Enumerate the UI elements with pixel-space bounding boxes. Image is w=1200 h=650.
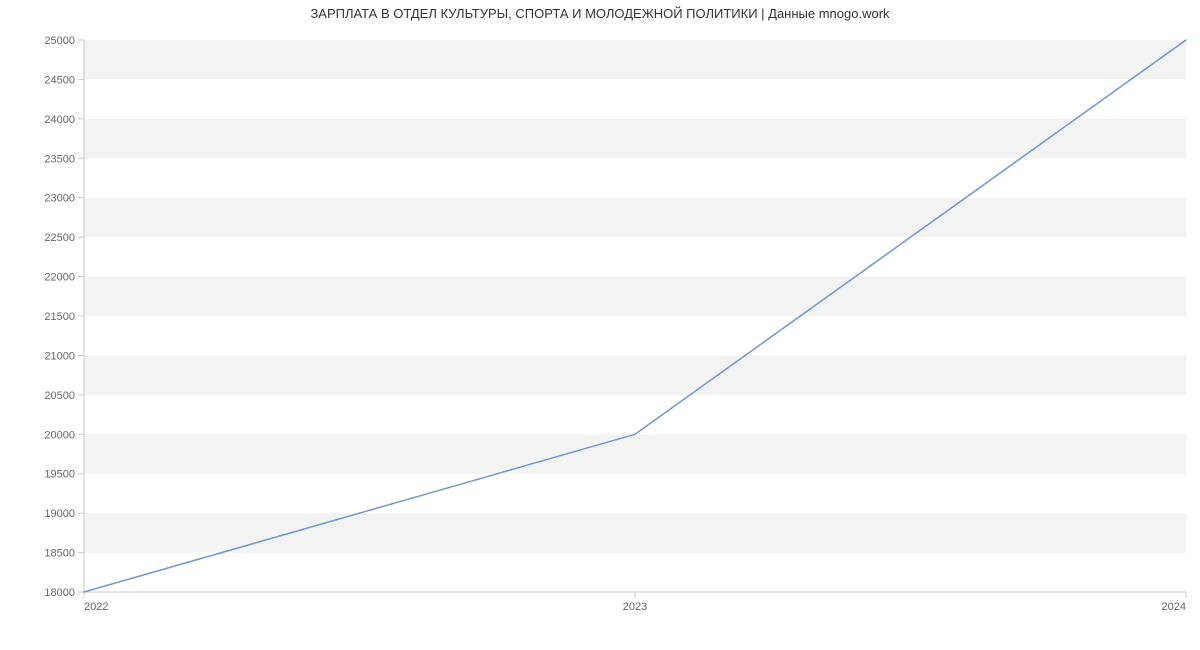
- y-tick-label: 25000: [44, 35, 75, 47]
- grid-band: [84, 277, 1186, 316]
- grid-band: [84, 158, 1186, 197]
- grid-band: [84, 119, 1186, 158]
- grid-band: [84, 395, 1186, 434]
- y-tick-label: 21000: [44, 350, 75, 362]
- y-tick-label: 18500: [44, 548, 75, 560]
- chart-svg: 18000 18500 19000 19500 20000 20500 21000 21500…: [0, 0, 1200, 650]
- grid-band: [84, 316, 1186, 355]
- y-tick-label: 19500: [44, 469, 75, 481]
- grid-band: [84, 198, 1186, 237]
- y-tick-label: 24000: [44, 114, 75, 126]
- x-tick-label: 2024: [1162, 601, 1186, 613]
- y-tick-label: 18000: [44, 587, 75, 599]
- x-tick-label: 2022: [84, 601, 108, 613]
- y-tick-label: 21500: [44, 311, 75, 323]
- grid-band: [84, 434, 1186, 473]
- y-tick-label: 22500: [44, 232, 75, 244]
- grid-band: [84, 355, 1186, 394]
- y-tick-label: 20500: [44, 390, 75, 402]
- salary-line-chart: ЗАРПЛАТА В ОТДЕЛ КУЛЬТУРЫ, СПОРТА И МОЛО…: [0, 0, 1200, 650]
- grid-band: [84, 79, 1186, 118]
- y-tick-label: 23500: [44, 153, 75, 165]
- grid-band: [84, 237, 1186, 276]
- y-tick-label: 24500: [44, 74, 75, 86]
- y-tick-label: 23000: [44, 193, 75, 205]
- grid-band: [84, 553, 1186, 592]
- y-tick-label: 19000: [44, 508, 75, 520]
- y-tick-label: 22000: [44, 272, 75, 284]
- grid-band: [84, 474, 1186, 513]
- y-tick-label: 20000: [44, 429, 75, 441]
- x-tick-label: 2023: [623, 601, 647, 613]
- grid-band: [84, 513, 1186, 552]
- grid-band: [84, 40, 1186, 79]
